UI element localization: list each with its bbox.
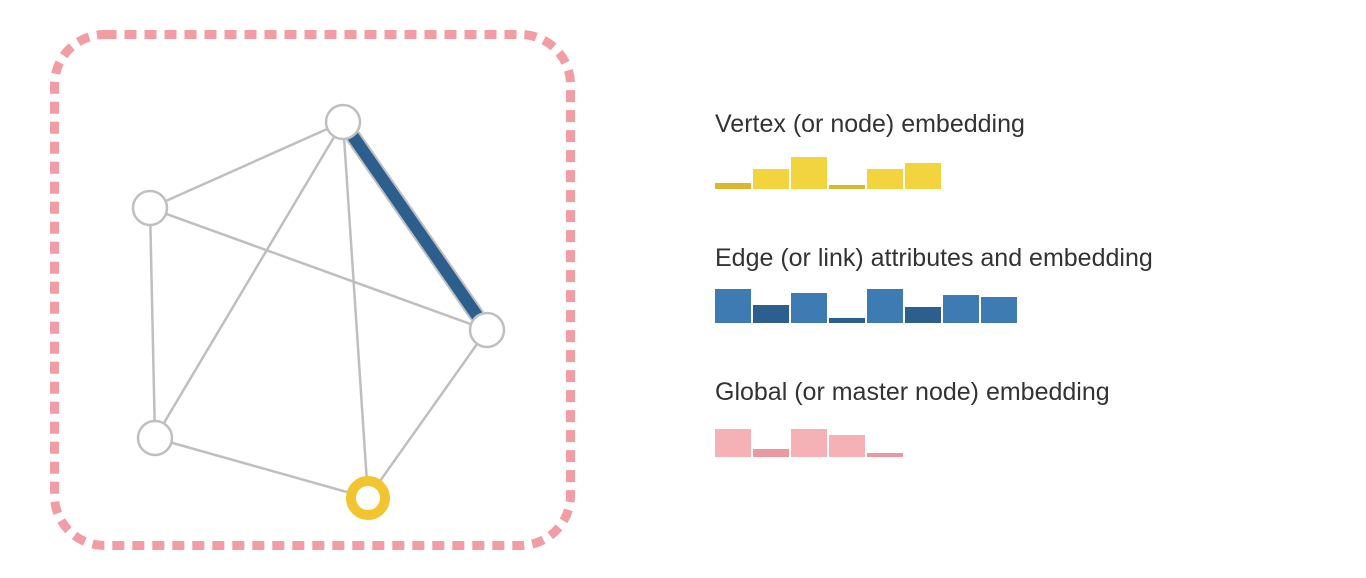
embedding-bar xyxy=(943,295,979,323)
graph-edge xyxy=(164,137,335,424)
embedding-bar xyxy=(829,435,865,457)
embedding-bar xyxy=(829,318,865,323)
embedding-bar xyxy=(715,289,751,323)
embedding-bar xyxy=(829,185,865,189)
embedding-section: Vertex (or node) embedding xyxy=(715,110,1315,189)
embedding-bars xyxy=(715,151,1315,189)
embedding-bar xyxy=(715,429,751,457)
embedding-bar xyxy=(753,305,789,323)
embedding-label: Edge (or link) attributes and embedding xyxy=(715,244,1315,273)
graph-node-highlight xyxy=(351,481,385,515)
embedding-bars xyxy=(715,419,1315,457)
legend-panel: Vertex (or node) embedding Edge (or link)… xyxy=(715,110,1315,512)
embedding-label: Global (or master node) embedding xyxy=(715,378,1315,407)
graph-node xyxy=(470,313,504,347)
embedding-bar xyxy=(753,449,789,457)
embedding-bar xyxy=(867,169,903,189)
embedding-bar xyxy=(791,429,827,457)
embedding-label: Vertex (or node) embedding xyxy=(715,110,1315,139)
graph-node xyxy=(133,191,167,225)
graph-panel xyxy=(50,30,575,550)
embedding-section: Edge (or link) attributes and embedding xyxy=(715,244,1315,323)
graph-edge xyxy=(378,344,477,484)
graph-edge xyxy=(171,443,351,494)
graph-edge xyxy=(150,225,154,421)
embedding-bar xyxy=(791,157,827,189)
embedding-section: Global (or master node) embedding xyxy=(715,378,1315,457)
graph-node xyxy=(326,105,360,139)
embedding-bar xyxy=(867,453,903,457)
embedding-bar xyxy=(867,289,903,323)
embedding-bar xyxy=(791,293,827,323)
global-border xyxy=(55,35,571,546)
embedding-bar xyxy=(753,169,789,189)
embedding-bar xyxy=(905,307,941,323)
graph-edge xyxy=(344,139,367,481)
embedding-bar xyxy=(715,183,751,189)
embedding-bar xyxy=(905,163,941,189)
embedding-bar xyxy=(981,297,1017,323)
embedding-bars xyxy=(715,285,1315,323)
graph-svg xyxy=(50,30,575,550)
graph-node xyxy=(138,421,172,455)
